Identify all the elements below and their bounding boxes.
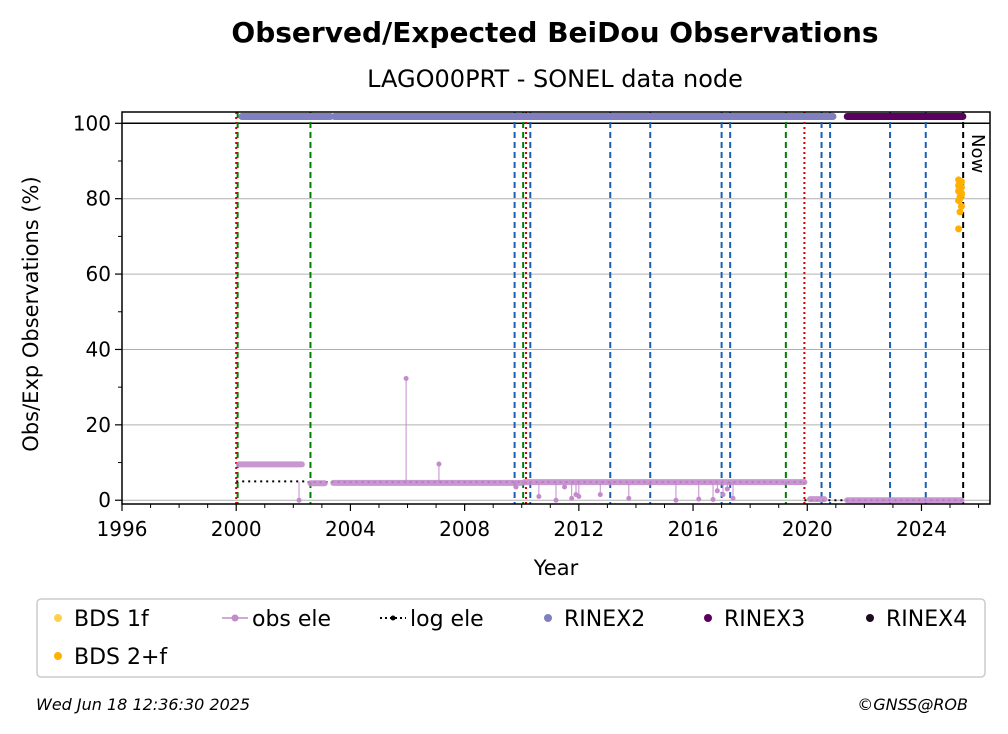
legend-label: log ele xyxy=(410,607,484,632)
obs-ele-point xyxy=(536,493,542,499)
obs-ele-point xyxy=(720,492,726,498)
obs-ele-point xyxy=(710,496,716,502)
x-tick-label: 2020 xyxy=(782,517,833,541)
y-tick-label: 0 xyxy=(98,488,111,512)
y-tick-label: 60 xyxy=(86,262,111,286)
plot-area xyxy=(122,112,990,504)
chart-subtitle: LAGO00PRT - SONEL data node xyxy=(367,65,743,93)
obs-ele-point xyxy=(513,484,519,490)
legend-marker xyxy=(390,615,396,621)
x-tick-label: 1996 xyxy=(97,517,148,541)
obs-ele-point xyxy=(714,488,720,494)
legend-label: obs ele xyxy=(252,607,331,632)
obs-ele-point xyxy=(626,495,632,501)
y-tick-label: 100 xyxy=(73,111,111,135)
legend-label: BDS 2+f xyxy=(74,645,168,670)
legend-label: RINEX3 xyxy=(724,607,805,632)
x-tick-label: 2004 xyxy=(325,517,376,541)
bds2f-point xyxy=(955,176,963,184)
plot-frame xyxy=(121,111,991,505)
x-tick-label: 2024 xyxy=(896,517,947,541)
y-tick-label: 20 xyxy=(86,413,111,437)
obs-ele-point xyxy=(569,495,575,501)
bds2f-point xyxy=(956,195,964,203)
legend-marker xyxy=(704,614,712,622)
legend-marker xyxy=(866,614,874,622)
obs-ele-point xyxy=(673,497,679,503)
now-label: Now xyxy=(967,134,988,173)
x-tick-label: 2008 xyxy=(439,517,490,541)
obs-ele-point xyxy=(730,495,736,501)
legend-label: RINEX2 xyxy=(564,607,645,632)
legend-label: RINEX4 xyxy=(886,607,967,632)
obs-ele-point xyxy=(724,486,730,492)
legend: BDS 1f obs ele log ele RINEX2 RINEX3 RINEX4 BD… xyxy=(54,607,967,670)
x-tick-label: 2016 xyxy=(668,517,719,541)
x-tick-label: 2000 xyxy=(211,517,262,541)
bds2f-point xyxy=(957,189,965,197)
chart-title: Observed/Expected BeiDou Observations xyxy=(231,16,878,49)
legend-marker xyxy=(54,614,62,622)
legend-marker xyxy=(54,652,62,660)
legend-box xyxy=(36,598,986,678)
x-tick-label: 2012 xyxy=(553,517,604,541)
obs-ele-point xyxy=(296,497,302,503)
obs-ele-point xyxy=(403,375,409,381)
bds2f-point xyxy=(955,225,963,233)
obs-ele-point xyxy=(696,496,702,502)
x-axis-label: Year xyxy=(533,556,579,580)
obs-ele-point xyxy=(576,493,582,499)
y-tick-label: 40 xyxy=(86,337,111,361)
obs-ele-point xyxy=(553,497,559,503)
y-axis-label: Obs/Exp Observations (%) xyxy=(19,176,43,451)
legend-marker xyxy=(231,614,239,622)
bds2f-point xyxy=(957,202,965,210)
legend-marker xyxy=(544,614,552,622)
obs-ele-point xyxy=(436,461,442,467)
obs-ele-point xyxy=(562,484,568,490)
footer-credit: ©GNSS@ROB xyxy=(857,695,968,714)
footer-timestamp: Wed Jun 18 12:36:30 2025 xyxy=(36,695,250,714)
axis-ticks: 0 20 40 60 80 100 1996 2000 2004 2008 2012 2016 2020… xyxy=(73,111,980,541)
legend-label: BDS 1f xyxy=(74,607,150,632)
bds2f-point xyxy=(956,208,964,216)
y-tick-label: 80 xyxy=(86,187,111,211)
vertical-event-lines: Now xyxy=(235,112,988,504)
series-layer xyxy=(236,113,967,504)
obs-ele-point xyxy=(597,492,603,498)
